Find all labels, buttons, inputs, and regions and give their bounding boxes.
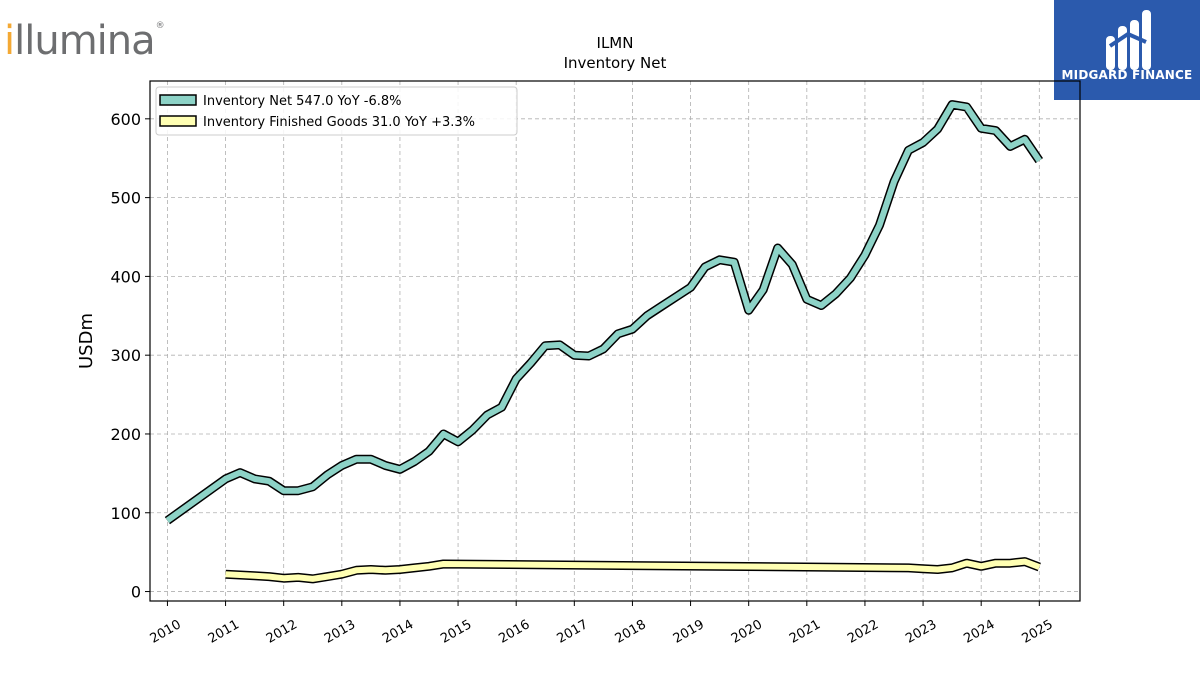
x-tick-label: 2015 — [438, 617, 474, 647]
x-tick-label: 2023 — [903, 617, 939, 647]
y-tick-label: 100 — [110, 504, 141, 523]
y-tick-label: 300 — [110, 346, 141, 365]
y-tick-label: 400 — [110, 267, 141, 286]
legend: Inventory Net 547.0 YoY -6.8% Inventory F… — [155, 86, 518, 136]
registered-mark: ® — [155, 21, 165, 31]
x-tick-label: 2021 — [787, 617, 823, 647]
x-tick-label: 2022 — [845, 617, 881, 647]
legend-box — [155, 86, 518, 136]
x-tick-label: 2010 — [148, 617, 184, 647]
x-tick-label: 2016 — [496, 617, 532, 647]
legend-label-0: Inventory Net 547.0 YoY -6.8% — [203, 94, 402, 109]
x-tick-label: 2024 — [961, 617, 997, 647]
chart-subtitle: Inventory Net — [564, 54, 667, 72]
midgard-logo-icon — [1106, 10, 1151, 70]
y-tick-label: 600 — [110, 110, 141, 129]
y-tick-label: 200 — [110, 425, 141, 444]
illumina-logo-i: i — [4, 18, 15, 64]
y-axis: 0 100 200 300 400 500 600 — [110, 110, 150, 602]
y-tick-label: 500 — [110, 189, 141, 208]
x-tick-label: 2014 — [380, 617, 416, 647]
legend-label-1: Inventory Finished Goods 31.0 YoY +3.3% — [203, 115, 475, 130]
plot-frame — [149, 80, 1081, 602]
grid — [150, 81, 1080, 601]
illumina-logo-text: llumina — [14, 18, 156, 64]
legend-swatch-0 — [159, 94, 197, 106]
series-lines — [164, 100, 1044, 584]
x-tick-label: 2011 — [206, 617, 242, 647]
midgard-logo-text: MIDGARD FINANCE — [1061, 68, 1193, 82]
x-tick-label: 2018 — [613, 617, 649, 647]
x-tick-label: 2012 — [264, 617, 300, 647]
series-outline-0 — [164, 100, 1044, 525]
illumina-logo: illumina® — [4, 2, 165, 65]
x-tick-label: 2020 — [729, 617, 765, 647]
x-axis: 2010 2011 2012 2013 2014 2015 2016 2017 2018 2019… — [148, 601, 1056, 647]
y-axis-label: USDm — [76, 313, 97, 369]
x-tick-label: 2017 — [554, 617, 590, 647]
series-line-0 — [165, 101, 1042, 524]
legend-swatch-1 — [159, 115, 197, 127]
x-tick-label: 2025 — [1019, 617, 1055, 647]
x-tick-label: 2013 — [322, 617, 358, 647]
series-line-1 — [225, 558, 1041, 582]
midgard-finance-logo: MIDGARD FINANCE — [1054, 0, 1200, 100]
y-tick-label: 0 — [131, 583, 141, 602]
chart-title: ILMN — [597, 34, 634, 52]
x-tick-label: 2019 — [671, 617, 707, 647]
